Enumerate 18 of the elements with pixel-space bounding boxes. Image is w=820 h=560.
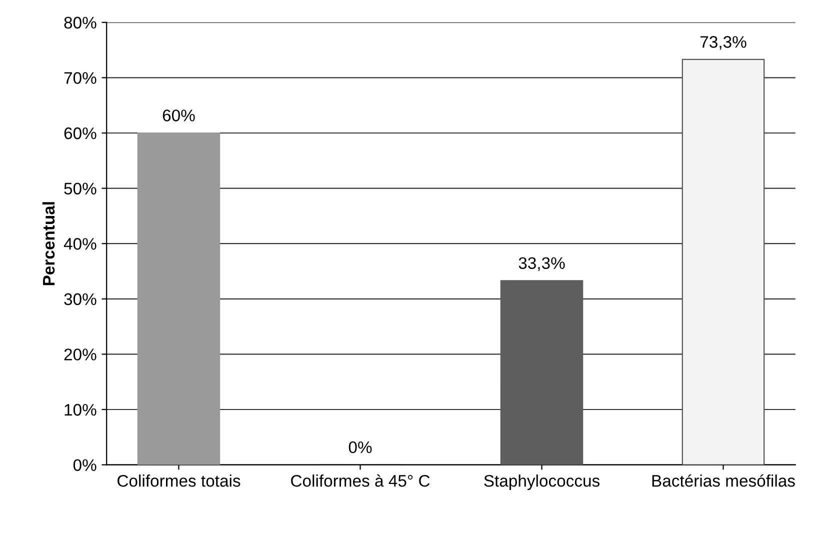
y-tick-label: 30% xyxy=(64,293,96,306)
y-tick-label: 20% xyxy=(64,348,96,360)
x-tick-label: Bactérias mesófilas xyxy=(652,474,795,487)
data-label: 33,3% xyxy=(518,257,565,271)
x-tick-label: Staphylococcus xyxy=(484,474,600,490)
y-tick-label: 70% xyxy=(64,72,96,84)
data-label: 60% xyxy=(162,110,195,122)
y-tick-label: 60% xyxy=(64,127,96,140)
y-axis-title: Percentual xyxy=(42,202,55,286)
y-tick-label: 80% xyxy=(64,16,96,29)
x-tick-label: Coliformes à 45° C xyxy=(291,474,430,487)
y-tick-label: 10% xyxy=(64,404,96,416)
y-tick-label: 40% xyxy=(64,238,96,250)
data-label: 0% xyxy=(348,441,372,454)
y-tick-label: 50% xyxy=(64,182,96,195)
x-tick-label: Coliformes totais xyxy=(118,474,240,487)
data-label: 73,3% xyxy=(700,36,746,50)
y-tick-label: 0% xyxy=(73,459,96,472)
